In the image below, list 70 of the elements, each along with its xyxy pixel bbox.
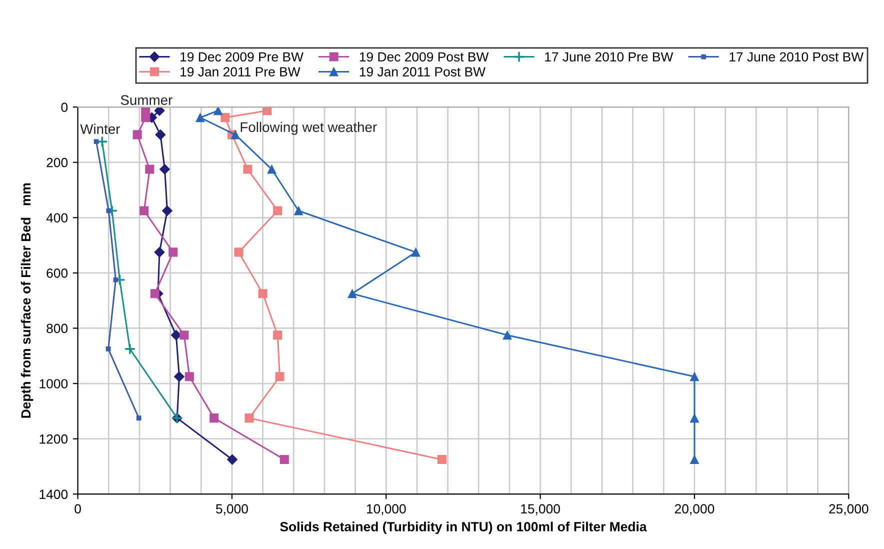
point	[262, 107, 272, 116]
y-tick-label: 1000	[40, 379, 68, 388]
x-tick-label: 10,000	[366, 504, 406, 516]
point	[154, 246, 165, 258]
point	[210, 414, 219, 423]
point	[273, 206, 282, 216]
point	[140, 206, 149, 216]
point	[294, 206, 304, 216]
point	[170, 330, 182, 340]
legend-label: 19 Dec 2009 Pre BW	[180, 52, 304, 62]
point	[106, 208, 112, 214]
point	[159, 164, 170, 175]
point	[234, 248, 244, 257]
point	[162, 205, 172, 216]
annotation: Winter	[80, 124, 120, 134]
point	[502, 330, 512, 340]
point	[94, 139, 99, 144]
point	[243, 164, 252, 174]
point	[132, 130, 142, 140]
point	[220, 113, 230, 122]
point	[258, 289, 268, 298]
point	[411, 248, 420, 257]
x-tick-label: 25,000	[829, 504, 868, 516]
point	[227, 454, 238, 465]
point	[196, 113, 205, 122]
point	[348, 289, 357, 298]
legend-label: 17 June 2010 Post BW	[730, 52, 864, 62]
point	[174, 371, 184, 382]
point	[145, 164, 154, 174]
point	[690, 414, 699, 423]
x-tick-label: 5,000	[216, 504, 248, 516]
point	[437, 455, 446, 464]
y-tick-label: 0	[61, 102, 68, 112]
y-axis-title: Depth from surface of Filter Bed mm	[20, 183, 34, 418]
point	[124, 343, 136, 355]
point	[275, 372, 284, 382]
point	[141, 113, 150, 122]
point	[267, 164, 276, 174]
text: Summer	[120, 95, 172, 105]
point	[280, 455, 289, 464]
y-tick-label: 1400	[40, 490, 68, 500]
point	[136, 416, 142, 421]
point	[168, 248, 178, 257]
legend-label: 17 June 2010 Pre BW	[545, 52, 674, 62]
y-tick-label: 1200	[40, 434, 68, 444]
x-tick-label: 20,000	[674, 504, 714, 516]
y-tick-label: 600	[46, 268, 68, 278]
point	[150, 289, 160, 298]
legend-label: 19 Jan 2011 Pre BW	[180, 67, 300, 76]
point	[184, 372, 194, 382]
point	[155, 129, 166, 140]
point	[113, 277, 118, 282]
y-tick-label: 200	[46, 158, 68, 168]
point	[180, 330, 189, 340]
point	[244, 414, 254, 423]
point	[106, 346, 111, 352]
x-axis-title: Solids Retained (Turbidity in NTU) on 100ml of Filter Media	[280, 522, 647, 534]
point	[214, 107, 223, 116]
x-tick-label: 15,000	[521, 504, 560, 516]
legend-label: 19 Dec 2009 Post BW	[360, 52, 489, 62]
legend-label: 19 Jan 2011 Post BW	[360, 67, 486, 76]
point	[154, 107, 165, 116]
point	[273, 330, 282, 340]
annotation: Following wet weather	[240, 122, 377, 135]
y-tick-label: 800	[46, 324, 68, 334]
point	[230, 130, 240, 140]
y-tick-label: 400	[46, 213, 68, 223]
x-tick-label: 0	[74, 504, 81, 514]
point	[690, 372, 699, 382]
point	[690, 455, 699, 464]
